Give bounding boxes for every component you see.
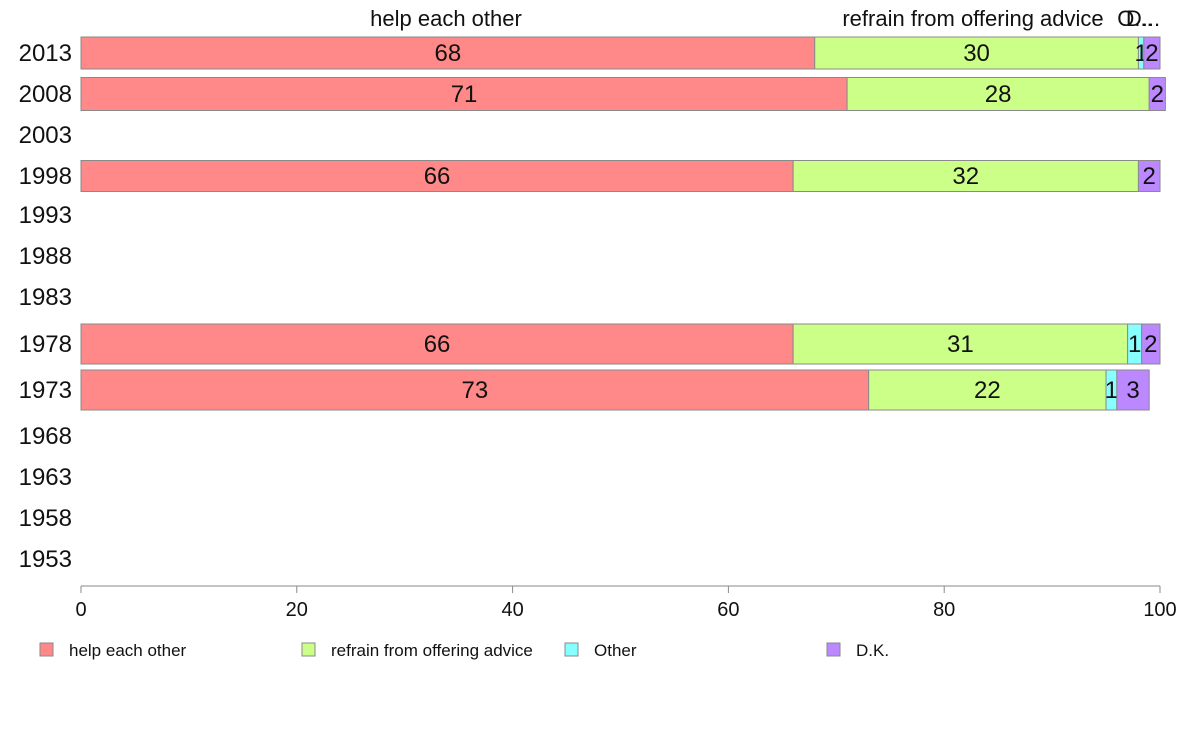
- data-label: 2: [1145, 40, 1158, 67]
- bar-segment: [1141, 323, 1161, 365]
- legend-swatch: [826, 642, 841, 657]
- legend-swatch: [39, 642, 54, 657]
- data-label: 2: [1151, 81, 1164, 108]
- top-series-label: refrain from offering advice: [842, 6, 1103, 31]
- category-label: 1998: [19, 163, 72, 190]
- category-label: 2013: [19, 40, 72, 67]
- bar-segment: [1137, 160, 1161, 192]
- bar-segment: [80, 77, 848, 111]
- x-tick-label: 20: [286, 599, 308, 621]
- category-label: 1983: [19, 284, 72, 311]
- data-label: 32: [952, 163, 979, 190]
- data-label: 71: [451, 81, 478, 108]
- category-label: 1963: [19, 464, 72, 491]
- data-label: 2: [1143, 163, 1156, 190]
- x-tick-label: 60: [717, 599, 739, 621]
- data-label: 22: [974, 377, 1001, 404]
- bar-segment: [80, 369, 870, 411]
- bar-segment: [846, 77, 1150, 111]
- category-label: 1973: [19, 377, 72, 404]
- data-label: 66: [424, 331, 451, 358]
- category-label: 1968: [19, 423, 72, 450]
- category-label: 1958: [19, 505, 72, 532]
- bar-segment: [1116, 369, 1150, 411]
- legend-swatch: [564, 642, 579, 657]
- data-label: 66: [424, 163, 451, 190]
- legend-label: Other: [594, 641, 637, 660]
- x-tick-label: 100: [1143, 599, 1176, 621]
- data-label: 1: [1105, 377, 1118, 404]
- data-label: 3: [1126, 377, 1139, 404]
- legend-label: help each other: [69, 641, 187, 660]
- bar-segment: [80, 36, 816, 70]
- data-label: 2: [1144, 331, 1157, 358]
- data-label: 31: [947, 331, 974, 358]
- legend-label: D.K.: [856, 641, 889, 660]
- category-label: 1993: [19, 202, 72, 229]
- top-series-label: help each other: [370, 6, 522, 31]
- x-tick-label: 0: [75, 599, 86, 621]
- top-series-label: D...: [1126, 6, 1160, 31]
- bar-segment: [792, 323, 1129, 365]
- x-tick-label: 80: [933, 599, 955, 621]
- legend-label: refrain from offering advice: [331, 641, 533, 660]
- data-label: 1: [1128, 331, 1141, 358]
- x-tick-label: 40: [501, 599, 523, 621]
- bar-segment: [1143, 36, 1161, 70]
- bar-segment: [792, 160, 1139, 192]
- top-series-label: O...: [1117, 6, 1152, 31]
- data-label: 30: [963, 40, 990, 67]
- category-label: 2008: [19, 81, 72, 108]
- bar-segment: [814, 36, 1139, 70]
- bar-segment: [868, 369, 1107, 411]
- category-label: 2003: [19, 122, 72, 149]
- data-label: 28: [985, 81, 1012, 108]
- bar-segment: [1148, 77, 1166, 111]
- data-label: 68: [435, 40, 462, 67]
- category-label: 1978: [19, 331, 72, 358]
- category-label: 1988: [19, 243, 72, 270]
- data-label: 73: [461, 377, 488, 404]
- legend-swatch: [301, 642, 316, 657]
- bar-segment: [80, 160, 794, 192]
- category-label: 1953: [19, 546, 72, 573]
